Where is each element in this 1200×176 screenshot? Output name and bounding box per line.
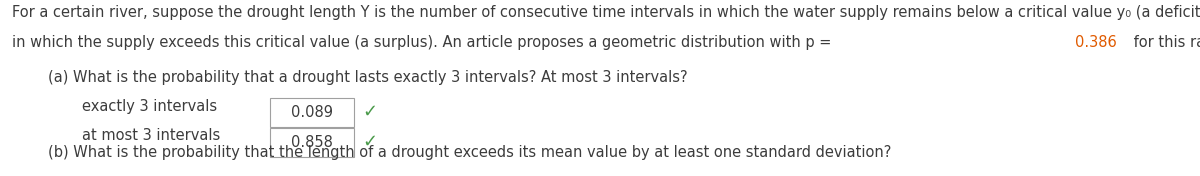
Text: in which the supply exceeds this critical value (a surplus). An article proposes: in which the supply exceeds this critica… xyxy=(12,35,836,50)
Text: For a certain river, suppose the drought length Y is the number of consecutive t: For a certain river, suppose the drought… xyxy=(12,5,1200,20)
Text: ✓: ✓ xyxy=(362,133,378,151)
Text: ✓: ✓ xyxy=(362,103,378,121)
FancyBboxPatch shape xyxy=(270,98,354,127)
Text: 0.089: 0.089 xyxy=(292,105,334,120)
Text: (a) What is the probability that a drought lasts exactly 3 intervals? At most 3 : (a) What is the probability that a droug… xyxy=(48,70,688,85)
Text: 0.386: 0.386 xyxy=(1075,35,1117,50)
Text: for this random variable. (Round your answers to three decimal places.): for this random variable. (Round your an… xyxy=(1129,35,1200,50)
Text: exactly 3 intervals: exactly 3 intervals xyxy=(82,99,217,114)
FancyBboxPatch shape xyxy=(270,128,354,157)
Text: (b) What is the probability that the length of a drought exceeds its mean value : (b) What is the probability that the len… xyxy=(48,145,892,160)
Text: at most 3 intervals: at most 3 intervals xyxy=(82,128,220,143)
Text: 0.858: 0.858 xyxy=(292,135,332,150)
